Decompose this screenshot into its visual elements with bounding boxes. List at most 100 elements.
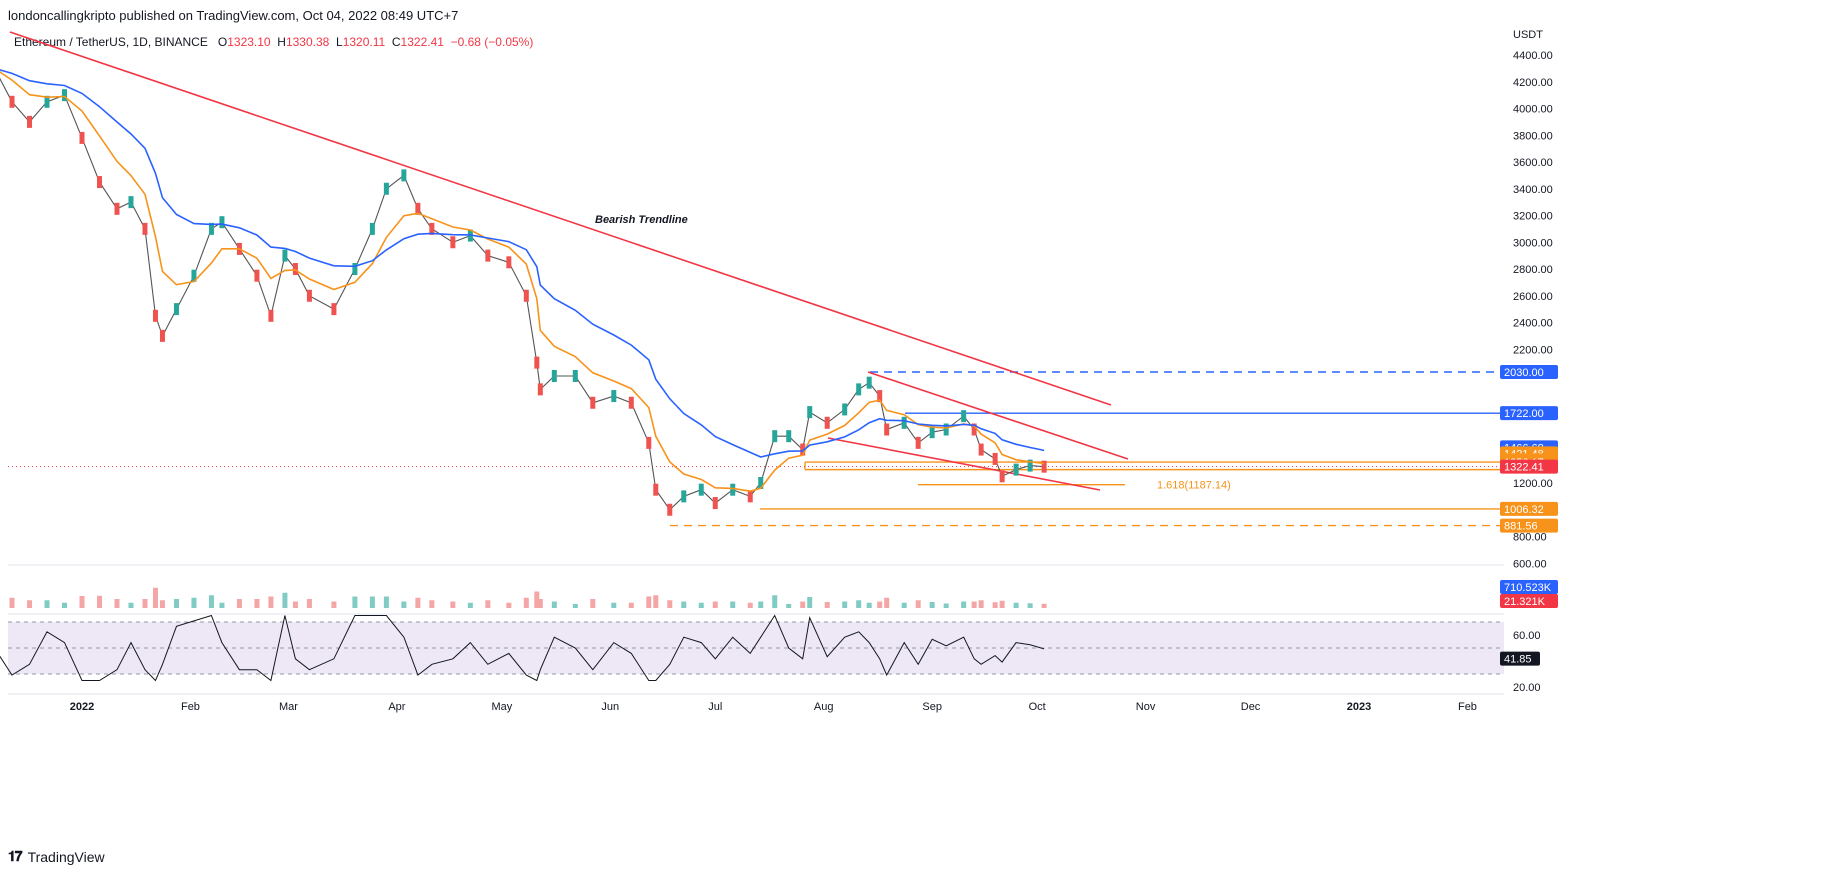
candle-mark (943, 423, 949, 436)
volume-bar (142, 599, 148, 608)
x-tick-label: 2022 (70, 701, 94, 713)
candle-mark (646, 436, 652, 449)
candle-mark (999, 470, 1005, 483)
volume-bar (978, 600, 984, 608)
symbol-label[interactable]: Ethereum / TetherUS, 1D, BINANCE (14, 35, 208, 49)
candle-mark (152, 309, 158, 322)
candle-mark (62, 89, 68, 102)
volume-bar (758, 601, 764, 608)
y-tick-label: 2400.00 (1513, 318, 1553, 330)
candle-mark (173, 303, 179, 316)
volume-bar (653, 595, 659, 608)
volume-bar (236, 599, 242, 608)
y-tick-label: 2200.00 (1513, 344, 1553, 356)
volume-bar (401, 601, 407, 608)
candle-mark (842, 403, 848, 416)
footer: 𝟏𝟕 TradingView (8, 848, 105, 865)
volume-bar (429, 600, 435, 608)
change-value: −0.68 (−0.05%) (450, 35, 534, 49)
x-tick-label: Jun (601, 701, 619, 713)
volume-bar (971, 601, 977, 608)
candle-mark (27, 115, 33, 128)
high-label: H (277, 35, 286, 49)
x-tick-label: Dec (1241, 701, 1261, 713)
close-value: 1322.41 (400, 35, 444, 49)
low-label: L (336, 35, 343, 49)
publisher-line: londoncallingkripto published on Trading… (8, 8, 459, 23)
volume-bar (9, 597, 15, 608)
price-tag-label: 1322.41 (1504, 462, 1544, 474)
volume-bar (506, 602, 512, 608)
close-label: C (391, 35, 401, 49)
volume-bar (534, 591, 540, 608)
volume-tag (1500, 580, 1558, 594)
volume-bar (306, 599, 312, 608)
open-value: 1323.10 (227, 35, 271, 49)
grid-layer (8, 564, 1504, 695)
candle-mark (159, 329, 165, 342)
candle-mark (534, 356, 540, 369)
volume-bar (786, 604, 792, 608)
candle-mark (450, 236, 456, 249)
candle-mark (352, 263, 358, 275)
volume-bar (485, 600, 491, 608)
candle-mark (611, 390, 617, 403)
candle-mark (401, 169, 407, 182)
ema-slow-line (0, 69, 1045, 458)
volume-bar (992, 602, 998, 608)
candle-mark (653, 483, 659, 496)
volume-bar (730, 601, 736, 608)
candle-mark (254, 269, 260, 282)
volume-bar (152, 587, 158, 608)
volume-bar (191, 597, 197, 608)
x-tick-label: Sep (922, 701, 942, 713)
low-value: 1320.11 (342, 35, 386, 49)
volume-bar (1027, 603, 1033, 608)
candle-mark (1041, 460, 1047, 473)
open-label: O (217, 35, 228, 49)
volume-bar (128, 602, 134, 608)
y-tick-label: 1200.00 (1513, 478, 1553, 490)
ohlc-legend: Ethereum / TetherUS, 1D, BINANCE O1323.1… (14, 35, 533, 49)
volume-bar (44, 600, 50, 608)
rsi-tick-label: 60.00 (1513, 630, 1541, 642)
volume-bar (772, 595, 778, 608)
volume-bar (1041, 603, 1047, 608)
price-tag (1500, 406, 1558, 421)
x-tick-label: Oct (1029, 701, 1046, 713)
volume-bar (415, 597, 421, 608)
volume-bar (292, 601, 298, 608)
volume-bar (681, 601, 687, 608)
candle-mark (44, 95, 50, 108)
volume-bar (866, 602, 872, 608)
candle-mark (772, 430, 778, 443)
volume-bar (383, 596, 389, 608)
volume-bar (824, 602, 830, 608)
x-tick-label: 2023 (1347, 701, 1371, 713)
volume-bar (856, 600, 862, 608)
brand-name[interactable]: TradingView (27, 848, 105, 865)
x-tick-label: Aug (814, 701, 834, 713)
candle-mark (79, 131, 85, 144)
candle-mark (142, 222, 148, 235)
candle-mark (590, 396, 596, 409)
volume-bar (842, 601, 848, 608)
x-tick-label: Feb (181, 701, 200, 713)
volume-bar (208, 595, 214, 608)
volume-bar (877, 601, 883, 608)
price-line (0, 77, 1045, 511)
volume-bar (800, 601, 806, 608)
volume-bar (523, 597, 529, 608)
fib-level-label: 1.618(1187.14) (1157, 480, 1231, 492)
channel-lower-line (827, 437, 1101, 491)
candle-mark (383, 182, 389, 195)
high-value: 1330.38 (285, 35, 330, 49)
rsi-layer (0, 614, 1045, 682)
currency-label: USDT (1513, 29, 1543, 41)
y-tick-label: 2800.00 (1513, 264, 1553, 276)
price-tag (1500, 459, 1558, 474)
volume-bar (628, 602, 634, 608)
candle-mark (208, 222, 214, 235)
candle-mark (282, 249, 288, 262)
